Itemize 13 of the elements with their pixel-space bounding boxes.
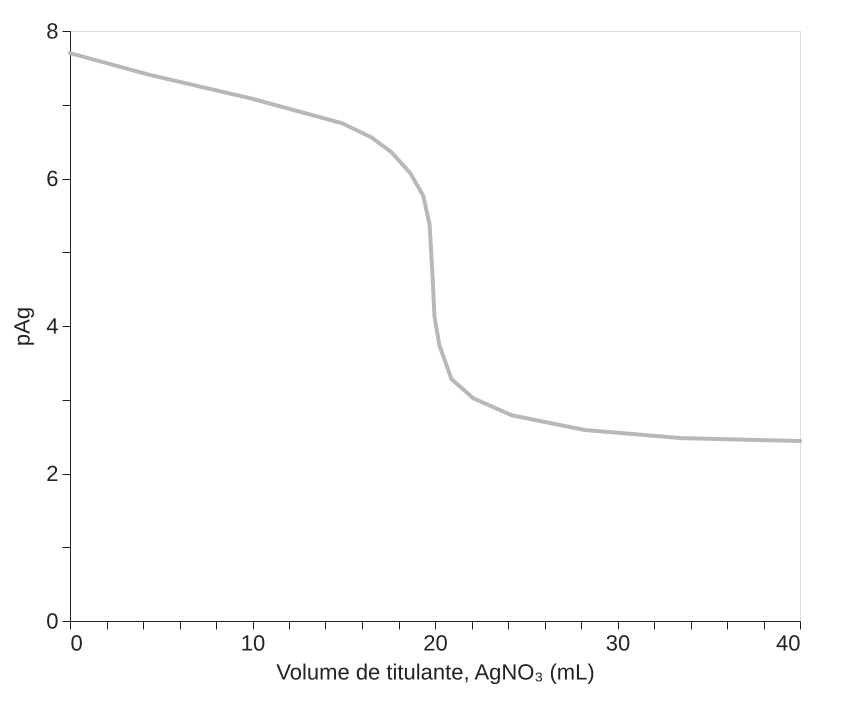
- y-tick-label: 4: [46, 314, 58, 338]
- y-tick-label: 6: [46, 166, 58, 191]
- y-axis-title: pAg: [9, 306, 34, 346]
- x-axis-title: Volume de titulante, AgNO₃ (mL): [276, 660, 595, 684]
- y-tick-label: 2: [46, 461, 58, 486]
- x-tick-label: 10: [240, 630, 266, 656]
- x-tick-label: 40: [776, 630, 800, 656]
- x-tick-label: 20: [423, 630, 448, 656]
- y-tick-label: 0: [46, 608, 58, 634]
- line-series: [68, 51, 802, 444]
- x-tick-label: 30: [606, 630, 630, 656]
- y-tick-label: 8: [46, 18, 58, 44]
- x-tick-label: 0: [70, 630, 83, 656]
